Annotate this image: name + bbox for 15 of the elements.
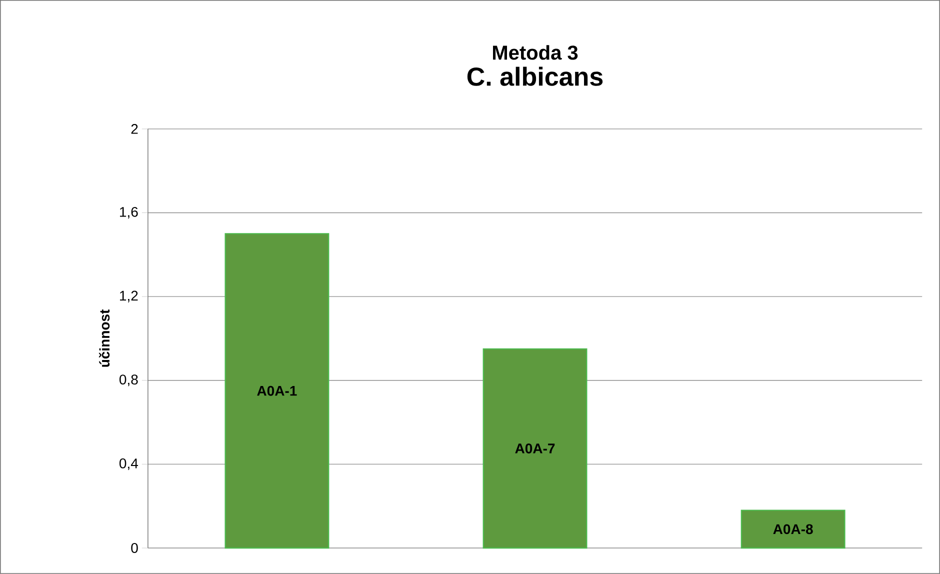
y-axis-title: účinnost [98,310,110,367]
chart-title: Metoda 3 [493,45,578,60]
bar [224,233,330,549]
y-tick-label: 0,4 [119,458,138,470]
y-tick-label: 0 [131,543,138,554]
y-tick-label: 0,8 [119,374,138,386]
y-tick-label: 2 [131,124,138,134]
y-tick-label: 1,2 [120,290,138,302]
x-tick-label: A0A-1 [257,386,297,396]
x-tick-label: A0A-7 [515,444,555,454]
y-tick-label: 1,6 [120,206,138,219]
x-tick-label: A0A-8 [773,524,813,534]
chart-subtitle: C. albicans [467,66,603,86]
bar [482,348,588,549]
bar [740,510,846,549]
